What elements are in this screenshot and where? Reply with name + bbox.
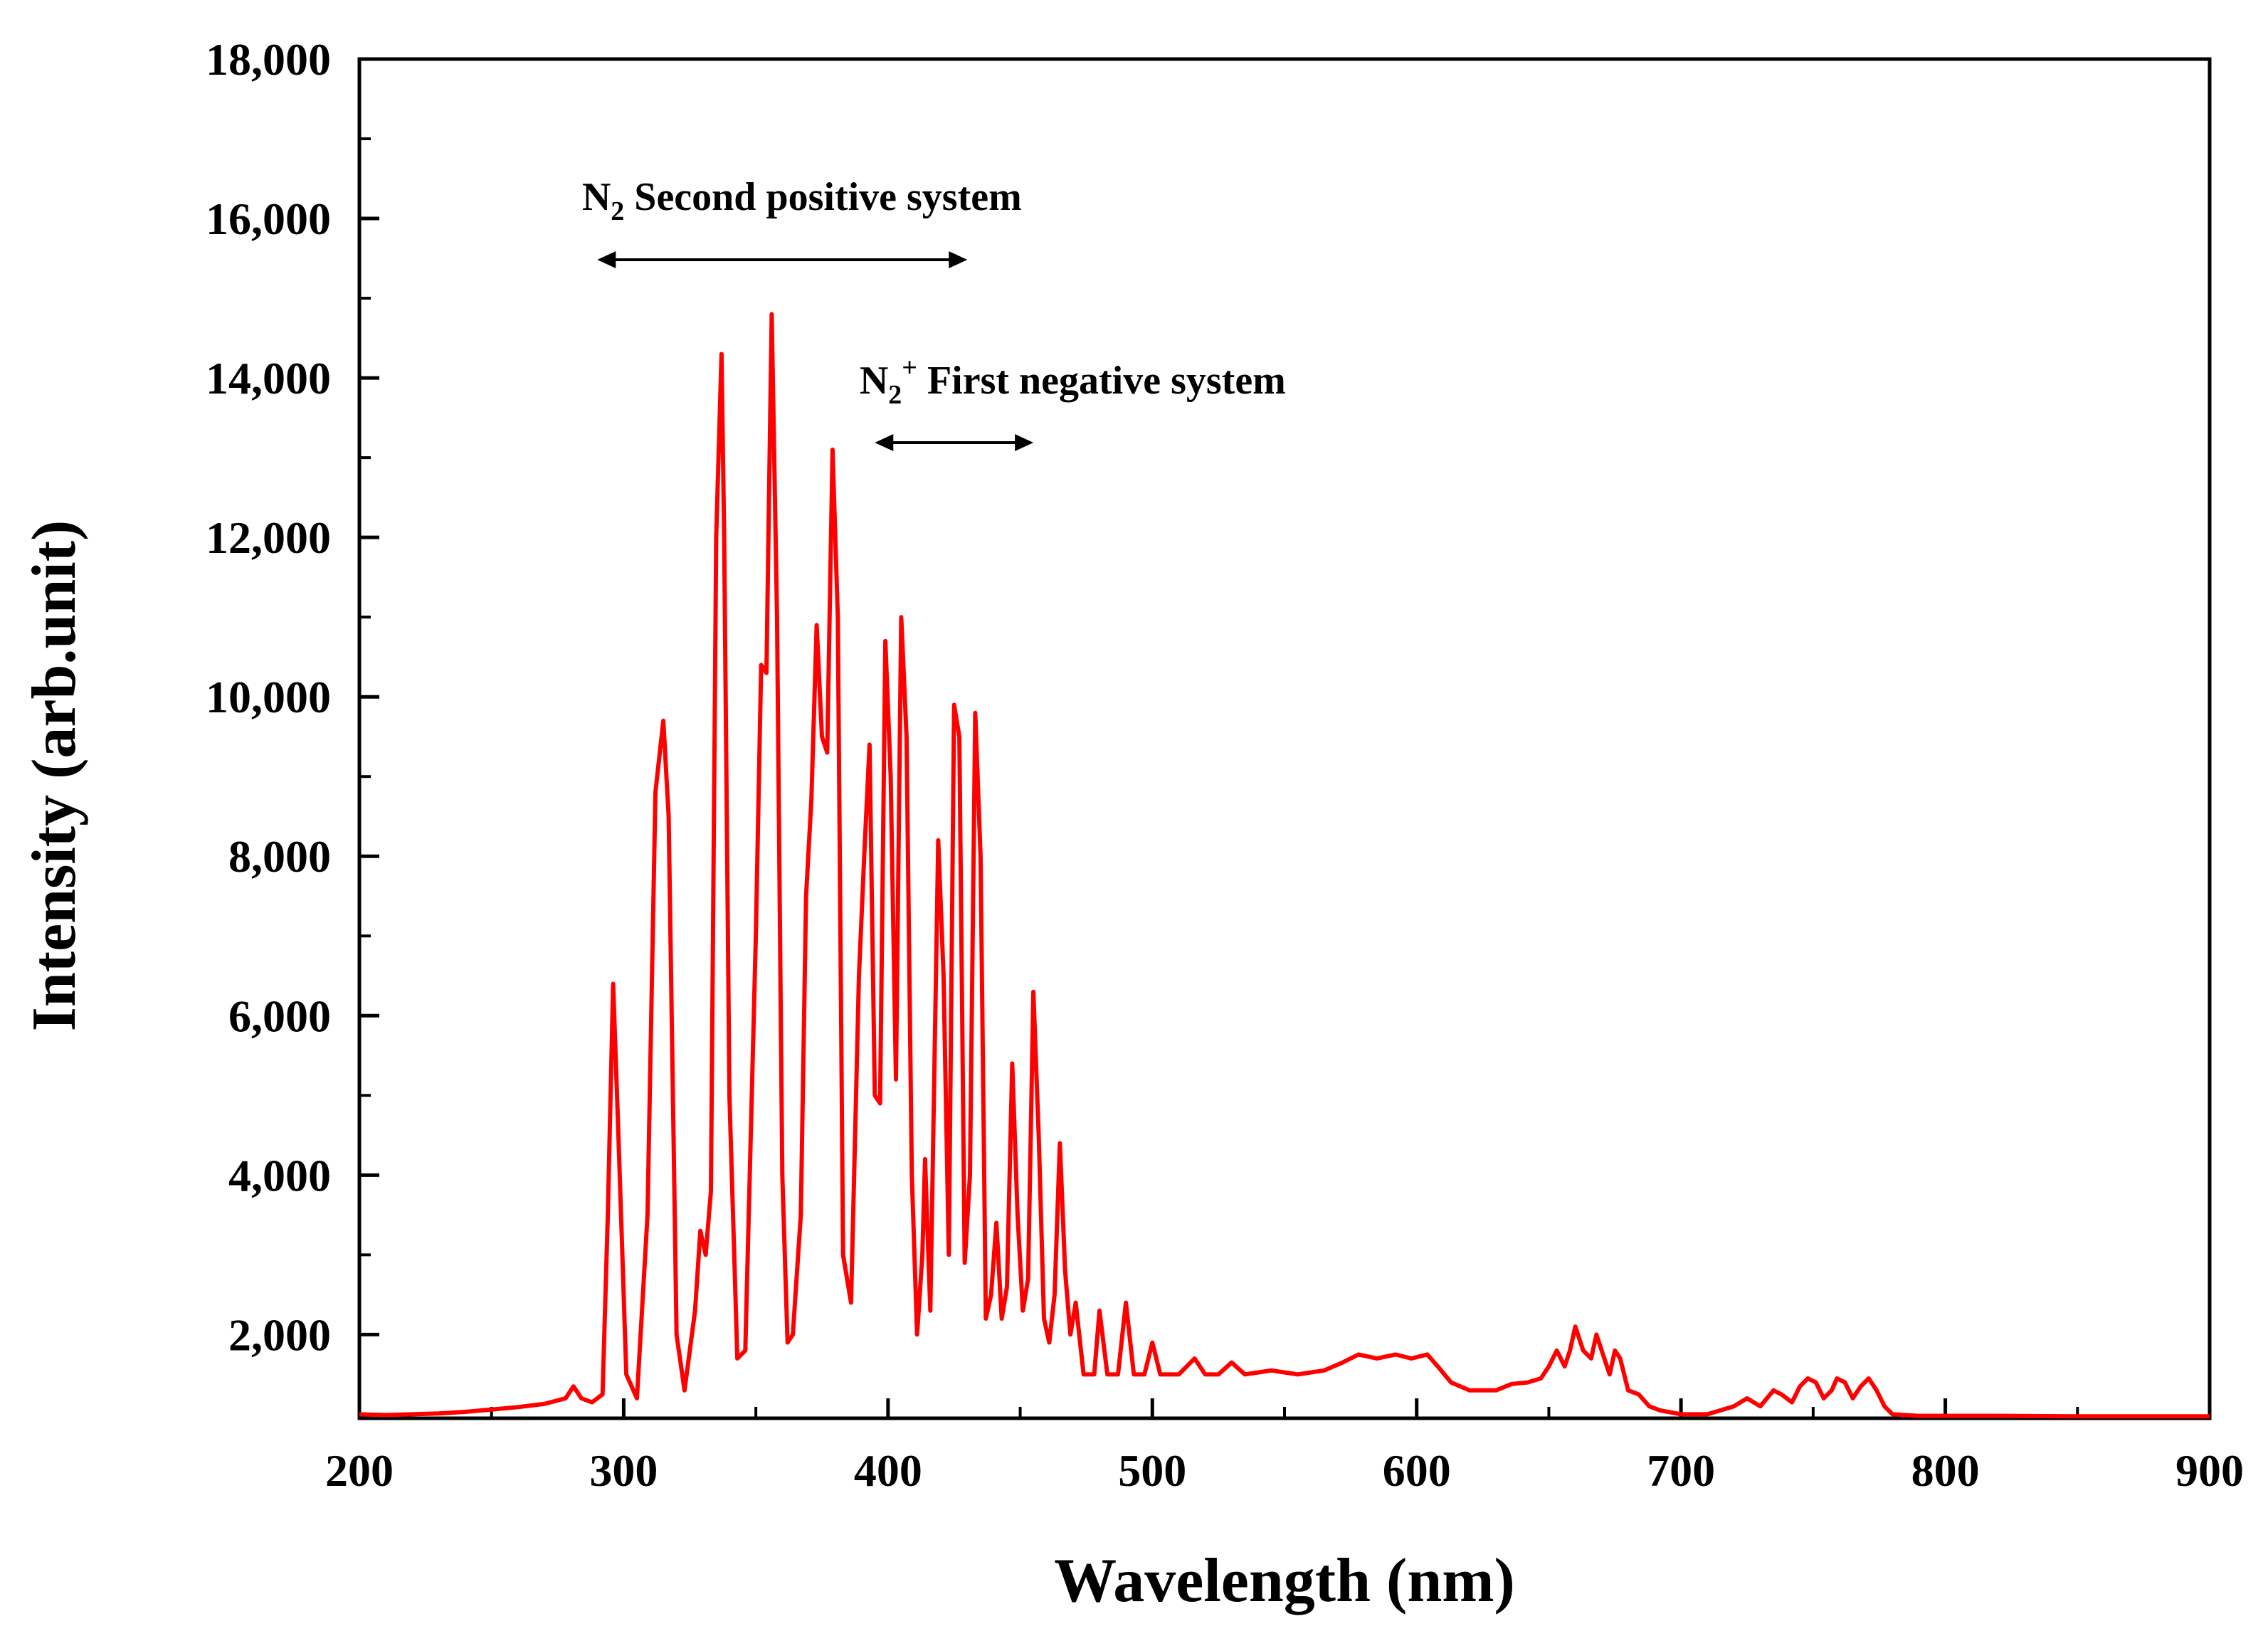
x-tick-label: 900 (2175, 1445, 2244, 1496)
x-tick-label: 400 (854, 1445, 922, 1496)
spectrum-line (359, 312, 2210, 1419)
y-tick-label: 8,000 (228, 831, 331, 882)
y-axis: 2,000 4,000 6,000 8,000 10,000 12,000 14,000 16… (206, 34, 379, 1416)
y-tick-label: 16,000 (206, 194, 331, 244)
annotation-1: N2 Second positive system (582, 175, 1022, 268)
y-tick-label: 2,000 (228, 1309, 331, 1360)
x-tick-label: 600 (1383, 1445, 1451, 1496)
x-tick-label: 800 (1911, 1445, 1980, 1496)
y-tick-label: 18,000 (206, 34, 331, 85)
x-axis: 200 300 400 500 600 700 800 900 (325, 1398, 2244, 1496)
arrowhead-left (875, 434, 894, 451)
annotation-label: N2 Second positive system (582, 175, 1022, 226)
x-tick-label: 300 (589, 1445, 658, 1496)
x-tick-label: 700 (1647, 1445, 1715, 1496)
y-tick-label: 4,000 (228, 1150, 331, 1201)
y-tick-label: 6,000 (228, 991, 331, 1041)
arrowhead-right (1015, 434, 1034, 451)
annotations: N2 Second positive system N2+ First negat… (582, 175, 1286, 451)
y-tick-label: 10,000 (206, 672, 331, 722)
x-tick-label: 500 (1118, 1445, 1186, 1496)
arrowhead-left (597, 251, 616, 268)
annotation-label: N2+ First negative system (860, 353, 1286, 410)
x-axis-label: Wavelength (nm) (1054, 1546, 1515, 1615)
y-tick-label: 12,000 (206, 512, 331, 563)
arrowhead-right (949, 251, 968, 268)
y-tick-label: 14,000 (206, 353, 331, 403)
y-axis-label: Intensity (arb.unit) (20, 520, 89, 1032)
plot-frame (357, 57, 2212, 1420)
x-tick-label: 200 (325, 1445, 394, 1496)
annotation-2: N2+ First negative system (860, 353, 1286, 451)
